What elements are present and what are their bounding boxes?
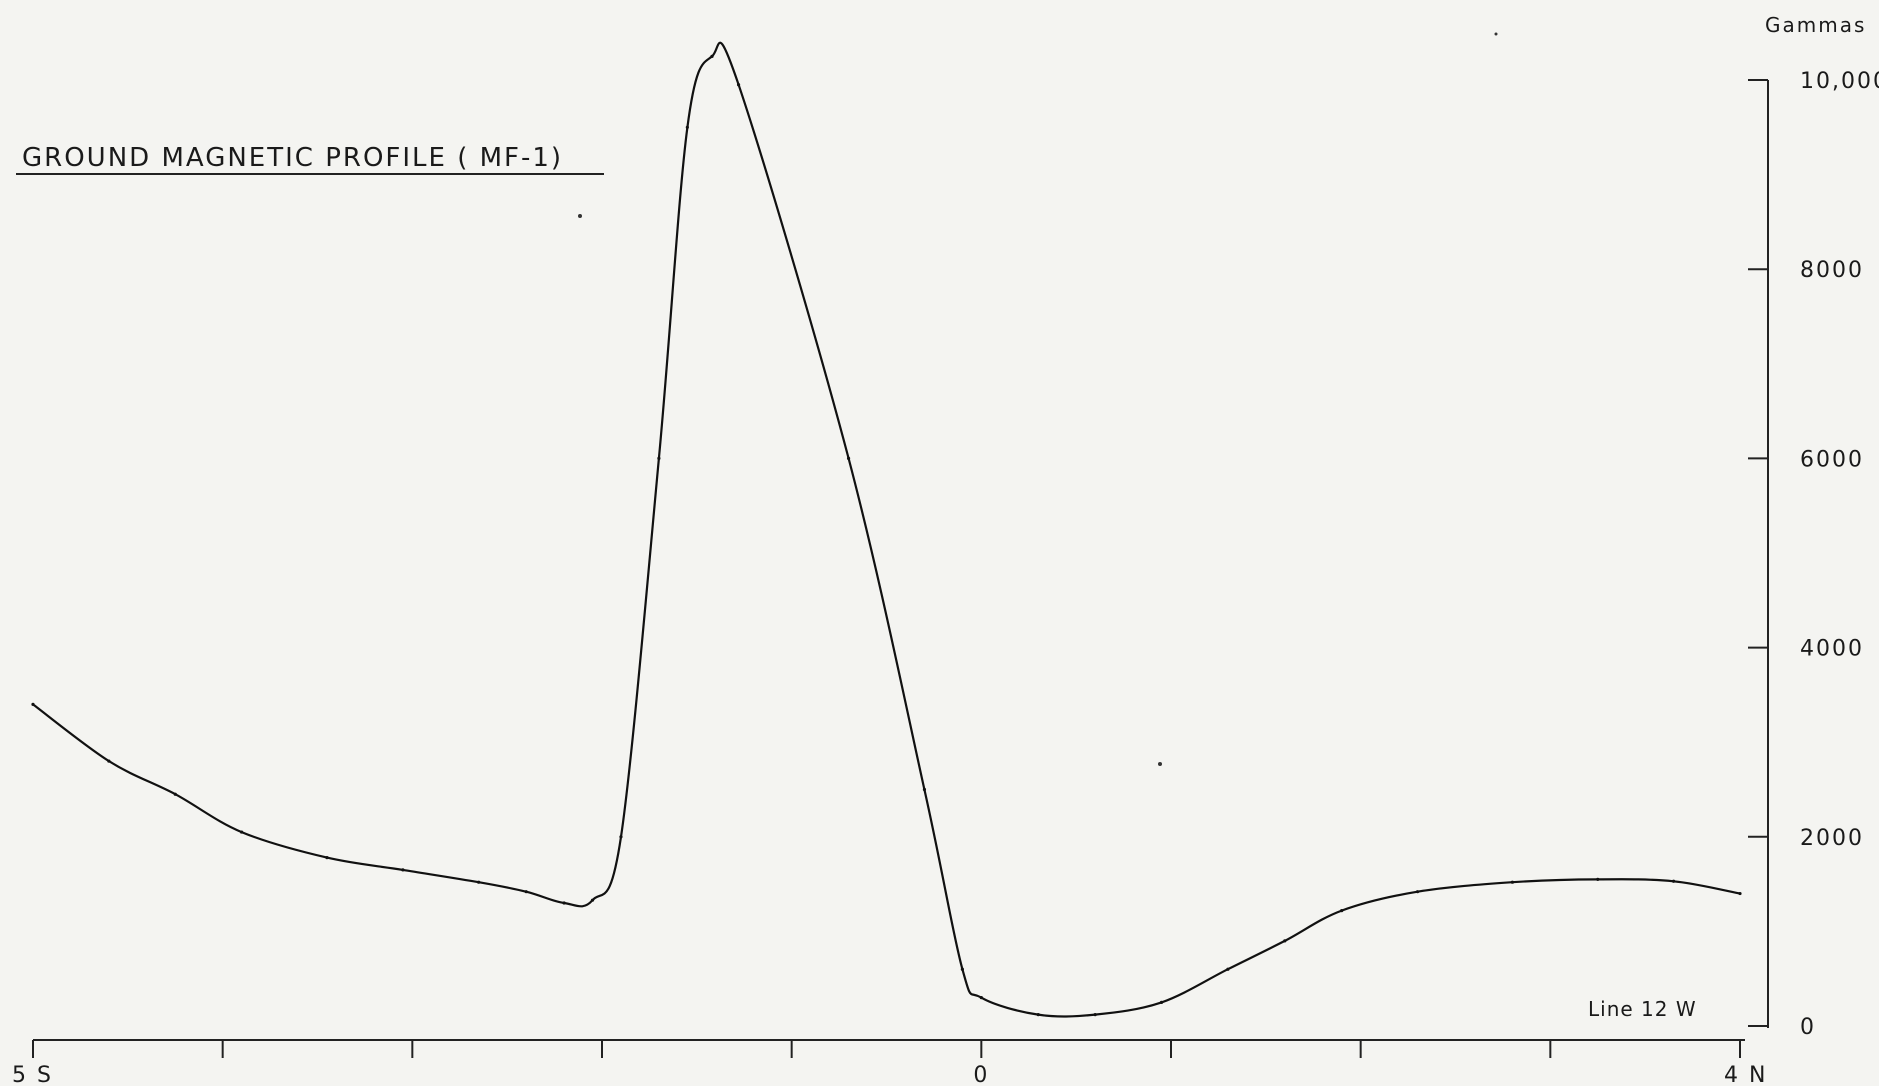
data-point [1093, 1013, 1097, 1017]
data-point [1738, 891, 1742, 896]
y-axis-label: Gammas [1765, 13, 1866, 37]
x-tick-label: 0 [973, 1063, 989, 1086]
data-point [979, 996, 983, 1000]
data-point [1226, 967, 1230, 971]
line-label: Line 12 W [1588, 997, 1697, 1021]
y-tick-label: 4000 [1800, 637, 1864, 662]
series-line [31, 41, 1742, 1018]
y-tick-label: 8000 [1800, 258, 1864, 283]
stray-dot [1158, 762, 1162, 766]
y-tick-label: 10,000 [1800, 69, 1879, 94]
x-tick-label: 4 N [1724, 1063, 1767, 1086]
data-point [1283, 939, 1287, 943]
data-point [562, 901, 566, 905]
data-point [657, 456, 661, 460]
data-point [1036, 1013, 1040, 1017]
data-point [590, 898, 595, 902]
stray-dot [578, 214, 582, 218]
data-point [477, 880, 481, 884]
data-point [31, 702, 35, 706]
y-tick-label: 6000 [1800, 447, 1864, 472]
data-point [107, 759, 111, 763]
data-point [619, 835, 623, 839]
data-point [173, 792, 177, 796]
data-point [401, 868, 405, 872]
data-point [1596, 877, 1600, 881]
x-tick-label: 5 S [12, 1063, 53, 1086]
data-point [736, 83, 741, 87]
data-point [710, 54, 714, 58]
data-point [846, 456, 851, 460]
data-point [240, 830, 244, 834]
y-tick-label: 0 [1800, 1015, 1816, 1040]
data-point [325, 856, 329, 860]
data-point [1340, 908, 1344, 913]
y-axis-ticks: 0 2000 4000 6000 8000 10,000 [1748, 69, 1879, 1040]
data-point [1672, 879, 1676, 883]
chart-title: GROUND MAGNETIC PROFILE ( MF-1) [22, 143, 563, 173]
data-point [524, 890, 528, 894]
stray-dot [1494, 32, 1498, 36]
x-axis-ticks: 5 S 0 4 N [12, 1040, 1767, 1086]
data-point [960, 967, 964, 971]
data-point [922, 787, 927, 792]
series-layer [31, 41, 1742, 1018]
data-point [1159, 1000, 1164, 1004]
data-point [685, 125, 689, 129]
y-tick-label: 2000 [1800, 826, 1864, 851]
data-point [1415, 890, 1420, 894]
data-point [1510, 880, 1514, 884]
